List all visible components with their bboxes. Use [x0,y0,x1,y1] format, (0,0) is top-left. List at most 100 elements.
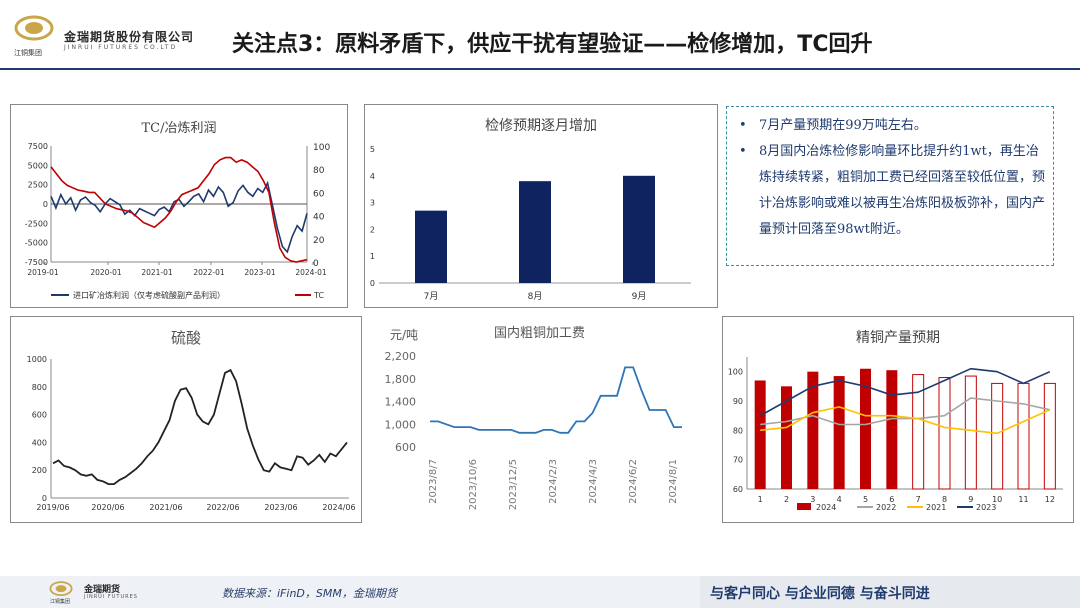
x-tick-label: 2023/10/6 [468,459,479,510]
blister-fee-chart-title: 国内粗铜加工费 [494,326,586,341]
maintenance-chart-title: 检修预期逐月增加 [485,118,597,134]
footer-logo-icon [49,581,73,597]
tc-profit-chart-panel: TC/冶炼利润 7500 5000 2500 0 -2500 -5000 -7500 100 8… [10,104,348,308]
x-tick-label: 5 [863,495,868,504]
y-tick-label: 0 [370,279,375,288]
tc-profit-chart-title: TC/冶炼利润 [141,121,217,136]
y-tick-label: 1 [370,252,375,261]
x-tick-label: 2020-01 [90,268,122,277]
y-left-tick-label: -5000 [25,239,48,248]
y-right-tick-label: 80 [313,166,325,176]
legend-label-2022: 2022 [876,503,896,512]
y-tick-label: 2,200 [385,350,417,363]
x-tick-label: 12 [1045,495,1055,504]
x-tick-label: 2023/12/5 [508,459,519,510]
y-tick-label: 200 [32,466,47,475]
sulfuric-acid-chart-title: 硫酸 [170,329,201,347]
logo-company-name: 金瑞期货股份有限公司 [64,30,195,44]
y-left-tick-label: 7500 [28,142,48,151]
y-tick-label: 80 [733,426,743,435]
y-tick-label: 70 [733,456,743,465]
x-tick-label: 2023/06 [264,503,297,512]
y-tick-label: 3 [370,199,375,208]
bar-2024-month-5 [860,368,871,489]
title-divider [0,68,1080,70]
x-tick-label: 2024/06 [322,503,355,512]
bar-8月 [519,181,551,283]
series-line-2022 [760,397,1050,426]
series-line-2023 [759,367,1051,417]
y-tick-label: 1,800 [385,373,417,386]
y-tick-label: 5 [370,145,375,154]
x-tick-label: 2023/8/7 [428,459,439,504]
bar-2024-month-8 [938,377,951,490]
x-tick-label: 2019-01 [27,268,59,277]
note-item: 8月国内冶炼检修影响量环比提升约1wt，再生冶炼持续转紧，粗铜加工费已经回落至较… [739,139,1045,243]
blister-fee-chart: 2,200 1,800 1,400 1,000 600 2023/8/7 2023/10/6… [385,350,682,510]
maintenance-chart-panel: 检修预期逐月增加 5 4 3 2 1 0 7月 8月 9月 [364,104,718,308]
series-line-2021 [760,406,1051,435]
y-right-tick-label: 60 [313,189,325,199]
y-tick-label: 0 [42,494,47,503]
y-tick-label: 100 [728,368,743,377]
footer-slogan: 与客户同心 与企业同德 与奋斗同进 [710,586,930,602]
x-tick-label: 2 [784,495,789,504]
y-left-tick-label: 5000 [28,161,48,170]
y-right-tick-label: 40 [313,213,325,223]
x-tick-label: 2023-01 [244,268,276,277]
x-tick-label: 9 [968,495,973,504]
bar-2024-month-6 [886,370,898,489]
x-tick-label: 2024/6/2 [628,459,639,504]
bar-2024-month-9 [964,375,977,490]
x-tick-label: 2022/06 [206,503,239,512]
x-tick-label: 4 [837,495,842,504]
bar-9月 [623,175,655,283]
bar-2024-month-7 [912,374,925,490]
blister-fee-chart-panel: 国内粗铜加工费 元/吨 2,200 1,800 1,400 1,000 600 2023/… [370,316,710,526]
bar-2024-month-2 [781,386,792,489]
logo-subtitle: 江铜集团 [14,49,42,57]
x-tick-label: 9月 [632,291,647,302]
data-source-note: 数据来源：iFinD，SMM，金瑞期货 [222,587,397,600]
bar-2024-month-3 [807,371,819,489]
y-tick-label: 600 [32,411,47,420]
bar-2024-month-11 [1017,382,1030,490]
x-tick-label: 3 [810,495,815,504]
footer-logo-name-en: JINRUI FUTURES [84,594,138,600]
legend-label-2021: 2021 [926,503,946,512]
header: 江铜集团 金瑞期货股份有限公司 JINRUI FUTURES CO.LTD 关注… [0,0,1080,78]
bar-7月 [415,210,447,283]
y-right-tick-label: 100 [313,143,330,153]
x-tick-label: 2020/06 [91,503,124,512]
y-left-tick-label: 0 [43,200,48,209]
x-tick-label: 8 [942,495,947,504]
bar-2024-month-12 [1043,382,1056,490]
x-tick-label: 2024/4/3 [588,459,599,504]
y-left-tick-label: -2500 [25,219,48,228]
bar-2024-month-10 [991,382,1004,490]
x-tick-label: 2024-01 [295,268,327,277]
footer-logo-subtitle: 江铜集团 [50,599,71,605]
footer-right-band [700,576,1080,608]
y-tick-label: 1,400 [385,396,417,409]
y-right-tick-label: 20 [313,236,325,246]
legend-label-tc: TC [313,291,324,300]
footer-left-band [0,576,700,608]
legend-label-2024: 2024 [816,503,836,512]
bar-2024-month-4 [833,376,845,489]
footer: 江铜集团 金瑞期货 JINRUI FUTURES 数据来源：iFinD，SMM，… [0,576,1080,608]
y-tick-label: 400 [32,438,47,447]
series-line-tc [50,156,308,263]
legend-swatch-2024 [797,503,811,510]
x-tick-label: 7 [916,495,921,504]
refined-output-chart-panel: 精铜产量预期 100 90 80 70 60 1 2 3 4 5 6 7 8 9 10 11 12 2024 202… [722,316,1074,523]
company-logo-icon [14,15,54,41]
x-tick-label: 2021-01 [141,268,173,277]
blister-fee-unit-label: 元/吨 [390,328,419,342]
y-tick-label: 1,000 [385,418,417,431]
y-tick-label: 60 [733,485,743,494]
bar-2024-month-1 [754,380,766,489]
y-tick-label: 90 [733,397,743,406]
legend-label-2023: 2023 [976,503,996,512]
